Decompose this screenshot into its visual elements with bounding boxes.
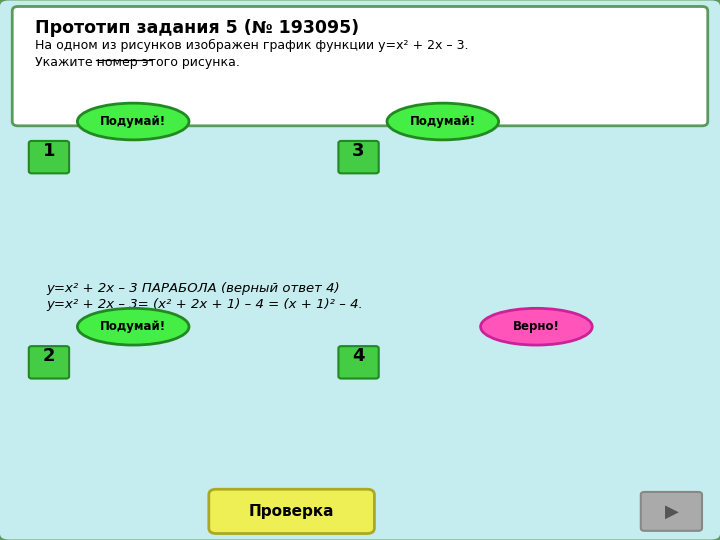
Text: Подумай!: Подумай! (410, 115, 476, 128)
Text: x: x (213, 415, 218, 423)
Ellipse shape (480, 308, 592, 345)
Text: Подумай!: Подумай! (100, 115, 166, 128)
Text: x: x (213, 210, 218, 218)
Text: 3: 3 (352, 142, 365, 160)
Text: 1: 1 (478, 210, 482, 215)
FancyBboxPatch shape (12, 6, 708, 126)
Text: 1: 1 (132, 176, 136, 183)
Ellipse shape (78, 103, 189, 140)
Ellipse shape (387, 103, 498, 140)
Text: x: x (523, 210, 528, 218)
Text: 1: 1 (132, 381, 136, 388)
Text: x: x (575, 415, 580, 423)
Text: 0: 0 (132, 210, 136, 215)
Text: 1: 1 (465, 381, 469, 388)
Text: Прототип задания 5 (№ 193095): Прототип задания 5 (№ 193095) (35, 19, 359, 37)
Text: 1: 1 (168, 415, 173, 421)
Text: Подумай!: Подумай! (100, 320, 166, 333)
FancyBboxPatch shape (29, 141, 69, 173)
Text: 1: 1 (168, 210, 173, 215)
FancyBboxPatch shape (641, 492, 702, 531)
Text: 0: 0 (465, 415, 469, 421)
FancyBboxPatch shape (209, 489, 374, 534)
Text: Укажите номер этого рисунка.: Укажите номер этого рисунка. (35, 56, 240, 69)
Text: Проверка: Проверка (249, 504, 334, 519)
Text: 0: 0 (132, 415, 136, 421)
Text: y=x² + 2x – 3 ПАРАБОЛА (верный ответ 4): y=x² + 2x – 3 ПАРАБОЛА (верный ответ 4) (47, 282, 341, 295)
Text: 2: 2 (42, 347, 55, 366)
Text: 1: 1 (441, 176, 446, 183)
Text: Верно!: Верно! (513, 320, 560, 333)
Text: 1: 1 (513, 415, 518, 421)
Text: 4: 4 (352, 347, 365, 366)
FancyBboxPatch shape (29, 346, 69, 379)
Ellipse shape (78, 308, 189, 345)
FancyBboxPatch shape (338, 141, 379, 173)
Text: 1: 1 (42, 142, 55, 160)
Text: y=x² + 2x – 3= (x² + 2x + 1) – 4 = (x + 1)² – 4.: y=x² + 2x – 3= (x² + 2x + 1) – 4 = (x + … (47, 298, 364, 311)
Text: ▶: ▶ (665, 502, 679, 521)
Text: 0: 0 (441, 210, 446, 215)
Text: На одном из рисунков изображен график функции y=x² + 2x – 3.: На одном из рисунков изображен график фу… (35, 39, 468, 52)
FancyBboxPatch shape (338, 346, 379, 379)
